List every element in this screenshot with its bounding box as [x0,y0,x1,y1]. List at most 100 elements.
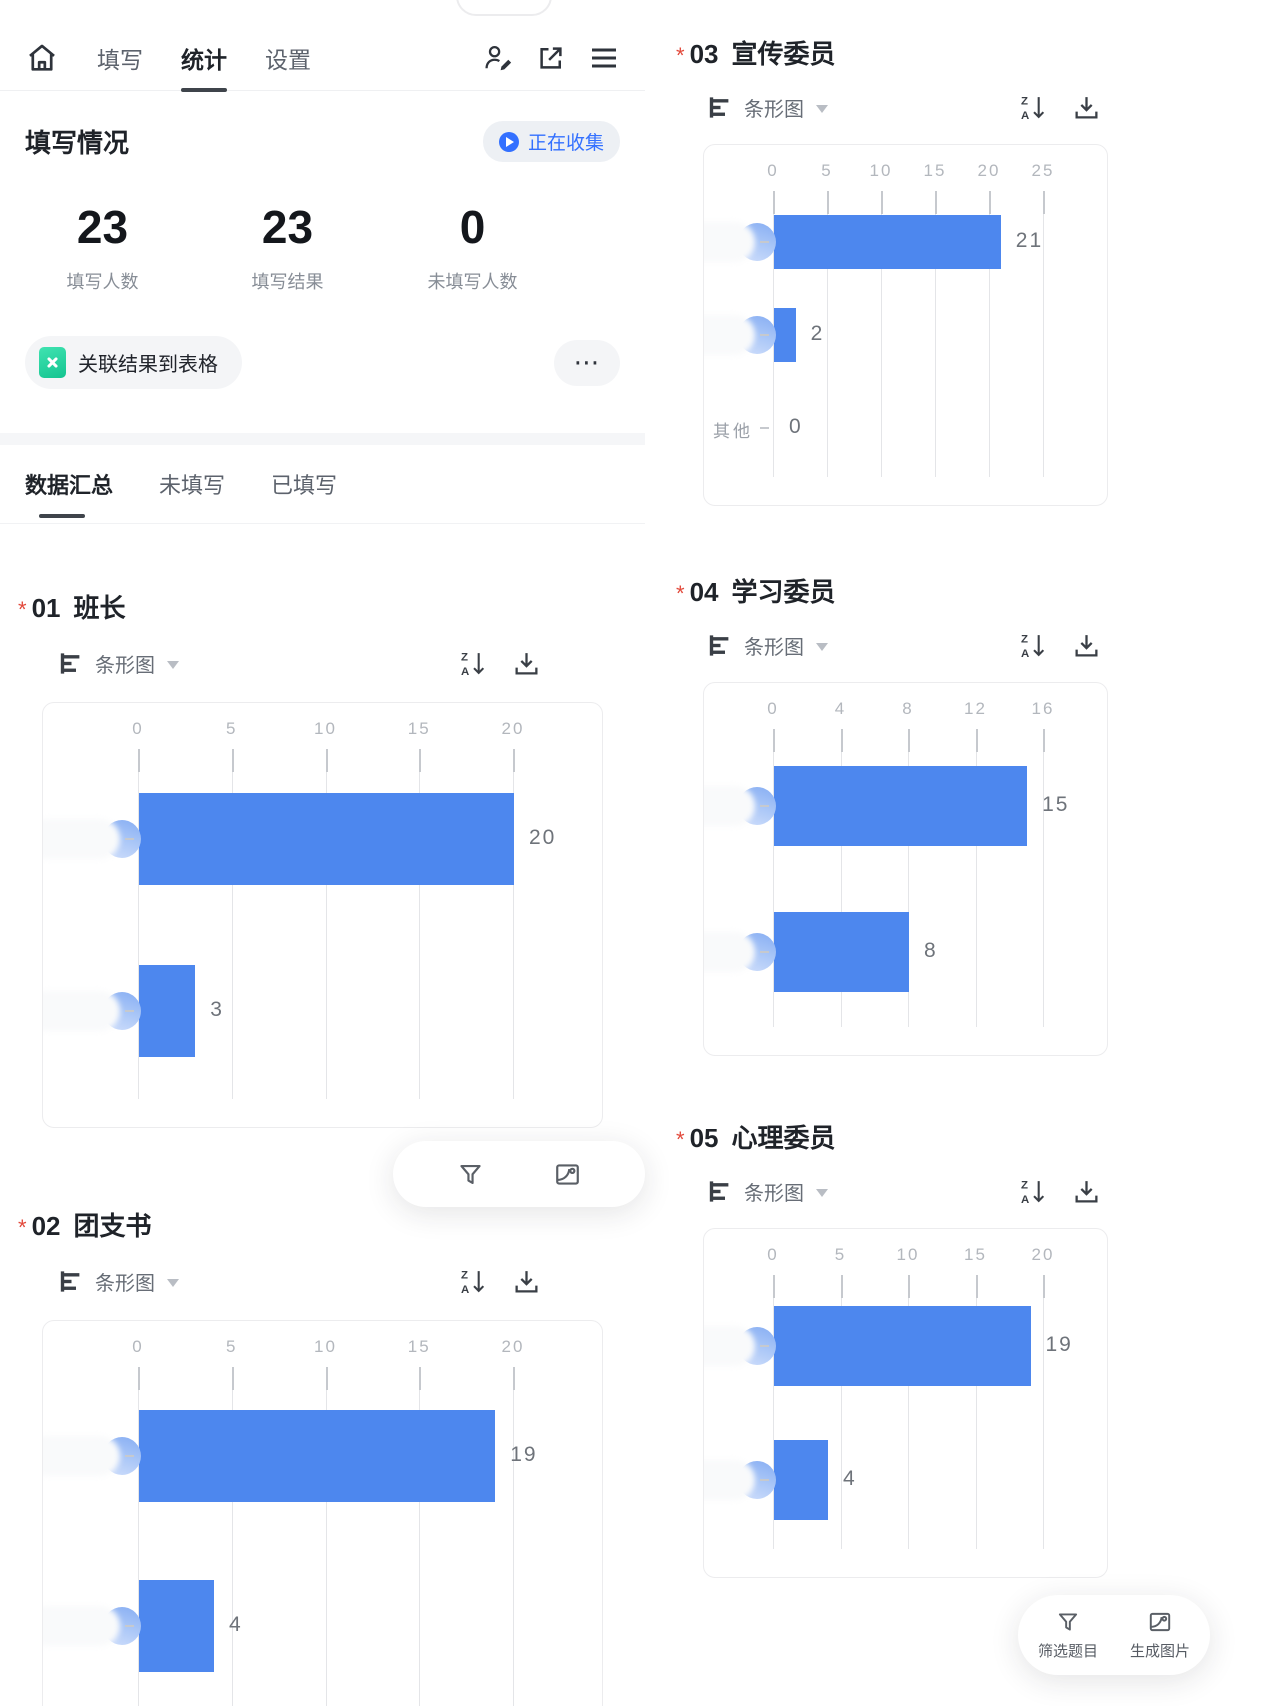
redacted-label-blob [704,786,755,826]
redacted-label-blob [704,1460,755,1500]
redacted-label-blob [704,1326,755,1366]
nav-tab-fill[interactable]: 填写 [97,47,143,73]
axis-tick-mark [231,1367,234,1390]
axis-tick-label: 10 [314,1337,337,1356]
axis-tick-mark [231,749,234,772]
svg-text:A: A [461,1284,469,1295]
bar-value-label: 2 [810,322,825,345]
play-circle-icon [498,131,519,152]
required-asterisk: * [18,1215,27,1240]
redacted-label-blob [704,315,755,355]
download-button[interactable] [513,1268,540,1295]
generate-image-button[interactable]: 生成图片 [1130,1609,1190,1661]
axis-tick-mark [989,191,991,214]
category-tick-dash [760,1479,769,1481]
edit-collaborator-icon[interactable] [482,42,514,74]
bar [139,1410,496,1502]
axis-tick-label: 20 [1031,1245,1055,1264]
axis-tick-mark [827,191,829,214]
bar [774,766,1028,846]
result-tabs: 数据汇总 未填写 已填写 [0,445,645,524]
svg-text:Z: Z [461,1269,468,1281]
bar-chart-03: 0 5 10 15 20 25 21 2 其他 0 [703,144,1108,506]
gridline [840,729,842,1027]
gridline [840,1275,842,1549]
filter-icon[interactable] [456,1160,485,1189]
axis-tick-label: 15 [964,1245,987,1264]
bar-chart-icon [60,653,80,674]
section-divider [0,433,645,445]
download-button[interactable] [1073,632,1100,659]
axis-tick-mark [908,729,910,752]
bar-value-label: 20 [529,826,557,849]
bar-chart-icon [709,97,729,118]
generate-image-icon[interactable] [553,1160,582,1189]
axis-tick-label: 0 [767,699,779,718]
collecting-status-badge[interactable]: 正在收集 [482,121,620,162]
gridline [773,1275,774,1549]
capsule-remnant [456,0,552,16]
nav-tab-statistics[interactable]: 统计 [181,41,227,75]
svg-text:Z: Z [461,651,468,663]
chart-type-selector[interactable]: 条形图 [58,1267,179,1296]
axis-tick-mark [1043,191,1045,214]
stat-respondents: 23 填写人数 [66,201,139,292]
bar-chart-04: 0 4 8 12 16 15 8 [703,682,1108,1056]
bar [774,912,909,992]
axis-tick-label: 15 [407,1337,431,1356]
filter-questions-button[interactable]: 筛选题目 [1038,1609,1098,1661]
gridline [881,191,882,477]
gridline [975,1275,977,1549]
axis-tick-label: 25 [1031,161,1055,180]
bar-chart-icon [709,1181,729,1202]
category-tick-dash [125,1625,134,1627]
svg-text:A: A [1021,1194,1029,1205]
download-button[interactable] [513,650,540,677]
question-number: 04 [689,577,719,607]
question-text: 心理委员 [731,1123,836,1153]
redacted-label-blob [43,991,120,1031]
gridline [1043,191,1044,477]
chart-type-selector[interactable]: 条形图 [707,631,828,660]
bar [139,1580,214,1672]
question-text: 宣传委员 [731,39,836,69]
image-icon [1149,1612,1171,1632]
filter-icon [1058,1613,1078,1631]
download-button[interactable] [1073,1178,1100,1205]
category-tick-dash [125,838,134,840]
tab-data-summary[interactable]: 数据汇总 [25,468,113,518]
home-button[interactable] [25,41,59,75]
nav-tab-settings[interactable]: 设置 [265,47,311,73]
required-asterisk: * [676,43,685,68]
download-button[interactable] [1073,94,1100,121]
axis-tick-label: 8 [902,699,914,718]
bar-value-label: 19 [510,1443,538,1466]
bar-value-label: 4 [229,1613,243,1636]
more-button[interactable]: ⋯ [554,339,620,386]
axis-tick-mark [975,729,978,752]
chart-type-selector[interactable]: 条形图 [58,649,179,678]
bar-chart-01: 0 5 10 15 20 20 3 [42,702,603,1128]
share-external-icon[interactable] [536,43,566,73]
menu-icon[interactable] [588,42,620,74]
gridline [138,749,139,1099]
gridline [989,191,990,477]
chart-type-selector[interactable]: 条形图 [707,1177,828,1206]
category-tick-dash [125,1455,134,1457]
tab-filled[interactable]: 已填写 [271,473,338,498]
tab-not-filled[interactable]: 未填写 [159,473,226,498]
required-asterisk: * [18,597,27,622]
chart-type-selector[interactable]: 条形图 [707,93,828,122]
link-results-to-sheet-button[interactable]: 关联结果到表格 [25,336,242,389]
bar [139,793,514,885]
